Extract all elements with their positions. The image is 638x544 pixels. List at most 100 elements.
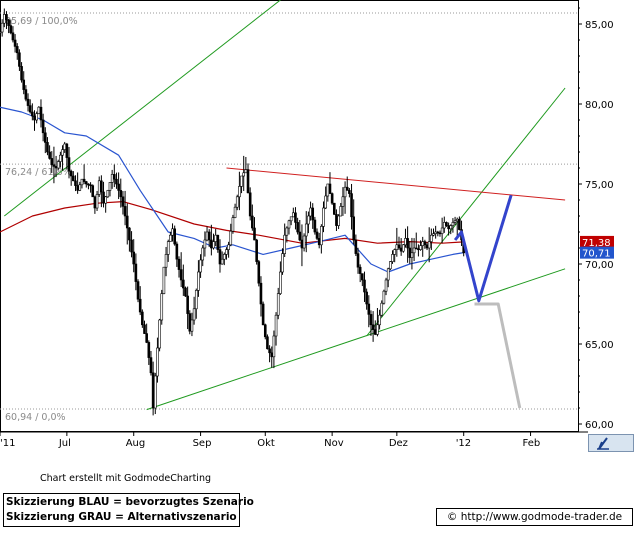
price-body xyxy=(216,234,220,250)
price-body xyxy=(210,239,213,249)
price-body xyxy=(102,191,105,204)
price-body xyxy=(307,215,310,225)
price-body xyxy=(97,180,101,195)
price-body xyxy=(408,247,412,258)
price-body xyxy=(242,172,246,177)
price-body xyxy=(395,244,399,250)
price-body xyxy=(184,287,187,297)
price-body xyxy=(194,290,198,310)
price-body xyxy=(179,269,183,281)
price-body xyxy=(345,186,349,191)
price-body xyxy=(320,226,323,246)
price-body xyxy=(451,222,455,226)
price-body xyxy=(272,335,276,358)
price-body xyxy=(91,185,95,198)
price-body xyxy=(117,183,120,191)
price-body xyxy=(218,249,222,265)
price-body xyxy=(143,324,146,334)
price-body xyxy=(132,251,136,265)
price-body xyxy=(352,216,356,241)
x-tick-label: Okt xyxy=(257,438,275,449)
price-series xyxy=(0,8,465,416)
price-body xyxy=(225,249,228,255)
price-body xyxy=(350,193,353,218)
price-body xyxy=(119,190,123,198)
x-tick-label: Aug xyxy=(126,438,146,449)
price-body xyxy=(173,228,176,245)
price-body xyxy=(240,175,243,187)
price-tag-label: 71,38 xyxy=(582,238,611,249)
price-body xyxy=(304,223,308,237)
price-body xyxy=(354,239,358,254)
drawing-tool-icon xyxy=(597,437,609,450)
price-body xyxy=(41,119,45,134)
price-body xyxy=(59,154,62,162)
price-body xyxy=(283,234,286,254)
price-body xyxy=(386,268,390,281)
price-body xyxy=(248,192,252,217)
price-body xyxy=(48,151,51,159)
price-body xyxy=(74,180,77,186)
fib-label: 60,94 / 0,0% xyxy=(5,412,66,423)
legend-gray: Skizzierung GRAU = Alternativszenario xyxy=(6,511,237,523)
price-body xyxy=(447,225,450,230)
price-body xyxy=(171,228,174,236)
price-body xyxy=(287,220,291,229)
price-body xyxy=(330,193,334,204)
price-body xyxy=(158,319,161,349)
price-body xyxy=(130,239,133,253)
price-body xyxy=(238,186,241,198)
price-body xyxy=(313,219,317,233)
x-axis-ticks: '11 Jul Aug Sep Okt Nov Dez '12 Feb xyxy=(0,432,540,449)
price-body xyxy=(151,372,155,409)
price-body xyxy=(110,174,114,183)
price-body xyxy=(156,347,159,377)
price-body xyxy=(311,207,315,221)
price-tag-box xyxy=(580,235,614,248)
price-body xyxy=(322,207,325,227)
price-body xyxy=(406,238,409,249)
price-body xyxy=(270,352,274,358)
price-body xyxy=(332,202,336,215)
price-body xyxy=(326,183,330,197)
price-body xyxy=(192,308,196,321)
price-body xyxy=(261,303,265,326)
price-body xyxy=(69,170,73,177)
price-body xyxy=(419,245,422,250)
drawing-tool-button[interactable] xyxy=(588,434,634,452)
price-body xyxy=(93,196,97,209)
price-body xyxy=(391,254,394,262)
price-body xyxy=(369,314,373,326)
price-body xyxy=(449,225,453,230)
price-body xyxy=(26,98,30,106)
price-body xyxy=(61,149,64,156)
price-body xyxy=(147,342,151,358)
red-trendline xyxy=(226,167,566,201)
y-tick-label: 85,00 xyxy=(585,20,614,31)
plot-frame xyxy=(0,0,579,432)
price-body xyxy=(145,333,148,343)
price-body xyxy=(115,178,118,185)
price-body xyxy=(128,227,131,241)
price-body xyxy=(276,293,280,316)
price-tag-label: 70,71 xyxy=(582,249,611,260)
price-body xyxy=(197,271,200,291)
green-trendline xyxy=(146,268,566,411)
price-body xyxy=(309,207,312,217)
price-body xyxy=(358,266,362,274)
price-body xyxy=(421,241,425,246)
source-link[interactable]: © http://www.godmode-trader.de xyxy=(436,508,633,526)
price-body xyxy=(166,241,170,255)
price-body xyxy=(410,252,414,258)
price-body xyxy=(125,215,129,229)
price-body xyxy=(153,375,157,409)
price-body xyxy=(251,215,254,229)
moving-average-blue xyxy=(0,106,464,273)
price-body xyxy=(164,254,168,268)
price-body xyxy=(134,263,138,282)
price-body xyxy=(246,169,250,194)
x-tick-label: Jul xyxy=(58,438,71,449)
price-body xyxy=(231,217,235,232)
price-body xyxy=(84,181,88,185)
